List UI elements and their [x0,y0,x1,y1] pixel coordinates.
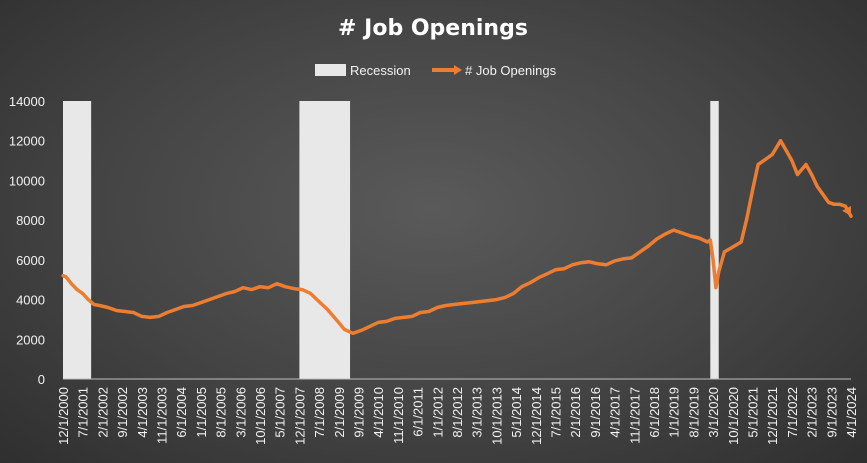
x-tick-label: 2/1/2016 [568,387,583,438]
y-tick-label: 0 [38,372,45,387]
y-tick-label: 8000 [16,213,45,228]
y-tick-label: 6000 [16,253,45,268]
legend-series-label: # Job Openings [465,63,557,78]
y-tick-label: 14000 [9,94,45,109]
x-tick-label: 12/1/2021 [765,387,780,445]
x-tick-label: 5/1/2014 [509,387,524,438]
x-tick-label: 11/1/2010 [391,387,406,444]
x-tick-label: 5/1/2021 [746,387,761,438]
x-tick-label: 3/1/2020 [706,387,721,438]
x-tick-label: 10/1/2006 [253,387,268,445]
recession-band-2 [299,101,351,379]
x-tick-label: 9/1/2023 [824,387,839,438]
series-line-1 [61,138,853,336]
x-tick-label: 11/1/2017 [627,387,642,444]
x-tick-label: 1/1/2012 [430,387,445,438]
y-tick-label: 10000 [9,173,45,188]
legend-recession-swatch [315,64,346,76]
x-tick-label: 4/1/2024 [844,387,859,438]
chart-title: # Job Openings [338,16,528,41]
x-tick-label: 9/1/2002 [115,387,130,438]
x-tick-label: 8/1/2012 [450,387,465,438]
y-tick-label: 2000 [16,332,45,347]
y-tick-label: 4000 [16,293,45,308]
x-tick-label: 7/1/2001 [76,387,91,438]
x-tick-label: 10/1/2020 [726,387,741,445]
x-tick-label: 3/1/2006 [233,387,248,438]
x-axis: 12/1/2000 7/1/2001 2/1/2002 9/1/2002 4/1/200… [56,378,859,445]
x-tick-label: 3/1/2013 [470,387,485,438]
x-tick-label: 9/1/2016 [588,387,603,438]
legend: Recession # Job Openings [315,63,557,78]
series-job-openings [61,138,853,336]
series-end-arrow [842,205,851,217]
legend-recession-label: Recession [350,63,411,78]
x-tick-label: 8/1/2019 [686,387,701,438]
y-axis: 0 2000 4000 6000 8000 10000 12000 14000 [9,94,45,387]
x-tick-label: 9/1/2009 [352,387,367,438]
x-tick-label: 12/1/2000 [56,387,71,445]
x-tick-label: 6/1/2004 [174,387,189,438]
x-tick-label: 8/1/2005 [214,387,229,438]
recession-bands [63,101,719,379]
recession-band-3 [710,101,719,379]
x-tick-label: 6/1/2018 [647,387,662,438]
x-tick-label: 4/1/2017 [608,387,623,438]
x-tick-label: 12/1/2007 [292,387,307,445]
x-tick-label: 6/1/2011 [411,387,426,437]
y-tick-label: 12000 [9,134,45,149]
x-tick-label: 7/1/2015 [549,387,564,438]
x-tick-label: 2/1/2023 [805,387,820,438]
x-tick-label: 10/1/2013 [489,387,504,445]
x-tick-label: 4/1/2010 [371,387,386,438]
recession-band-1 [63,101,92,379]
x-tick-label: 4/1/2003 [135,387,150,438]
x-tick-label: 1/1/2005 [194,387,209,438]
x-tick-label: 7/1/2008 [312,387,327,438]
x-tick-label: 7/1/2022 [785,387,800,438]
x-tick-label: 5/1/2007 [273,387,288,438]
x-tick-label: 1/1/2019 [667,387,682,438]
x-tick-label: 2/1/2009 [332,387,347,438]
x-tick-label: 2/1/2002 [95,387,110,438]
x-tick-label: 11/1/2003 [155,387,170,444]
x-tick-label: 12/1/2014 [529,387,544,445]
legend-series-arrow [454,65,462,75]
